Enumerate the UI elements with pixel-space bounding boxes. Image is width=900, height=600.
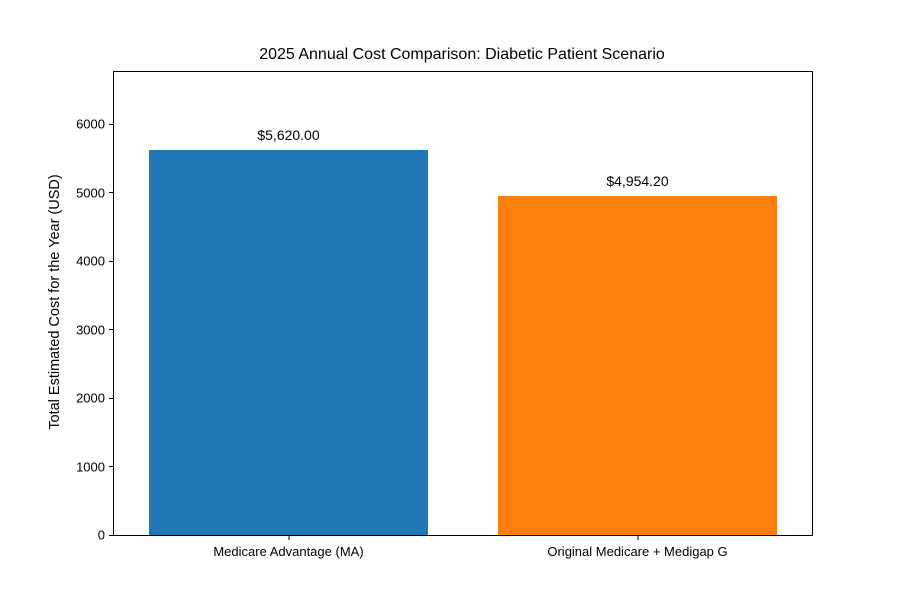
- x-tick-label: Medicare Advantage (MA): [213, 544, 364, 559]
- y-tick-label: 0: [97, 527, 105, 543]
- y-axis-label: Total Estimated Cost for the Year (USD): [47, 174, 63, 430]
- y-tick: [109, 123, 113, 125]
- y-tick-label: 5000: [76, 185, 105, 201]
- y-tick: [109, 260, 113, 262]
- bar: [497, 195, 778, 535]
- y-tick-label: 3000: [76, 322, 105, 338]
- y-tick: [109, 192, 113, 194]
- y-tick-label: 1000: [76, 459, 105, 474]
- y-tick-label: 4000: [76, 253, 105, 269]
- y-tick: [109, 397, 113, 399]
- y-tick-label: 6000: [76, 116, 105, 132]
- y-tick-label: 2000: [76, 390, 105, 406]
- plot-area: 0 1000 2000 3000 4000 5000 6000 $5,620.00 Medica…: [76, 71, 813, 559]
- bar-value-label: $4,954.20: [606, 172, 669, 189]
- x-tick-label: Original Medicare + Medigap G: [547, 544, 728, 559]
- bar-value-label: $5,620.00: [257, 127, 320, 144]
- x-tick: [637, 536, 638, 540]
- y-tick: [109, 534, 113, 536]
- chart-title: 2025 Annual Cost Comparison: Diabetic Pa…: [259, 46, 665, 63]
- y-tick: [109, 466, 113, 467]
- y-tick: [109, 329, 113, 331]
- x-tick: [288, 536, 289, 540]
- bar: [148, 150, 429, 535]
